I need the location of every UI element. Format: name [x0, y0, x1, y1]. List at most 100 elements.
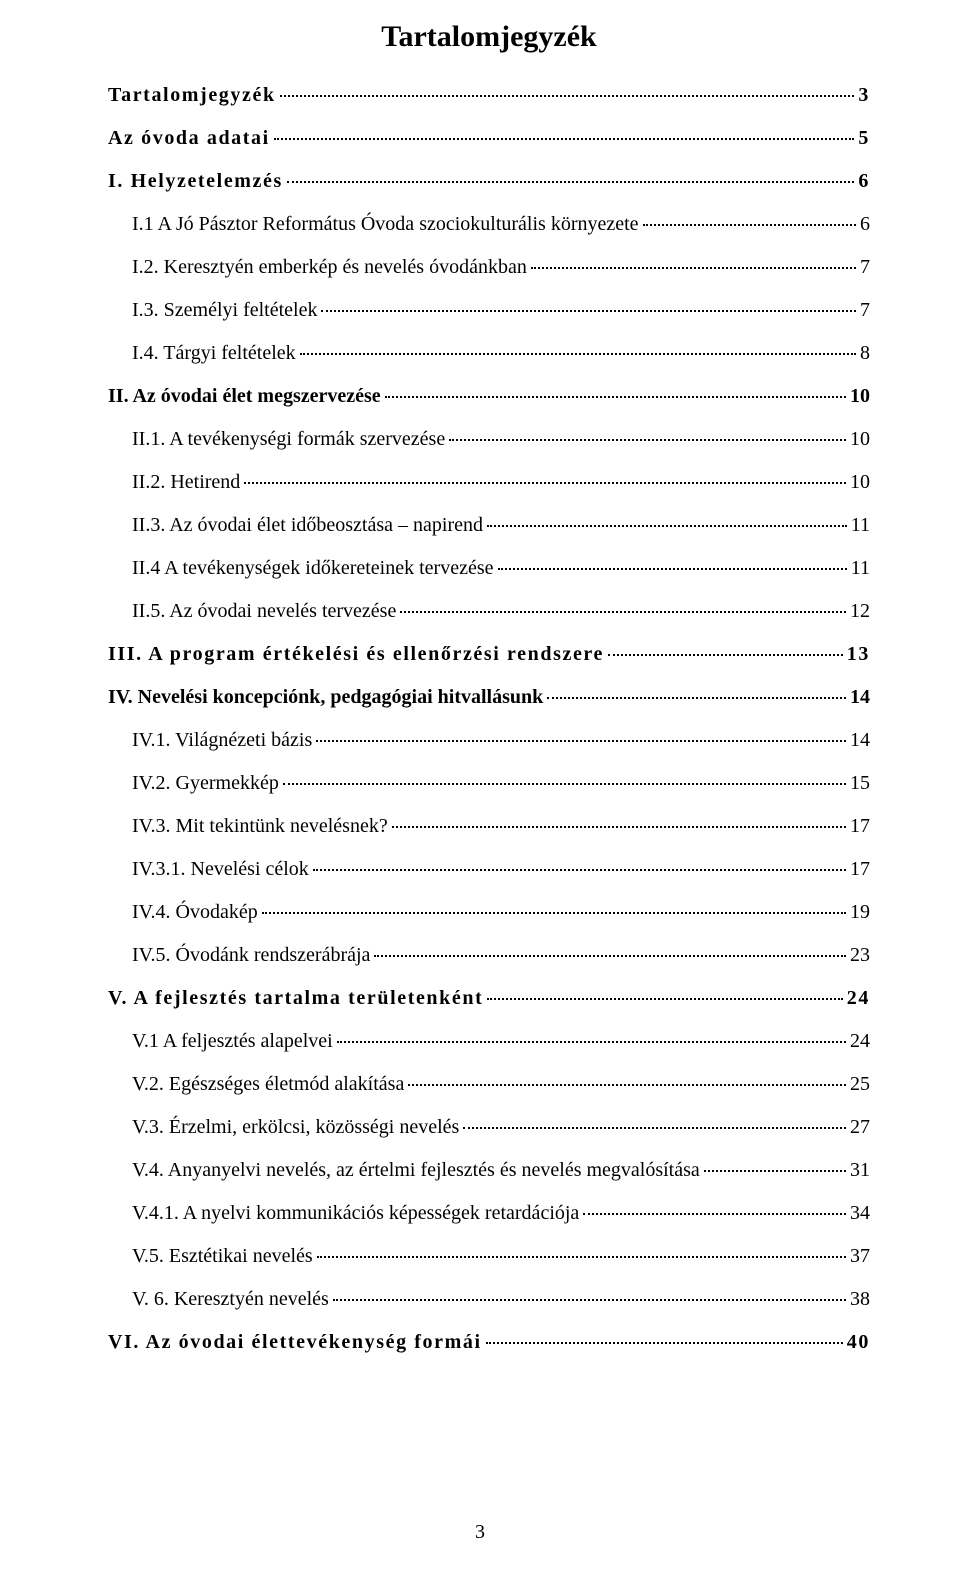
- toc-leader-dots: [400, 611, 846, 613]
- toc-entry: I.2. Keresztyén emberkép és nevelés óvod…: [108, 254, 870, 281]
- toc-entry-label: IV.3.1. Nevelési célok: [132, 856, 309, 883]
- toc-entry-page: 10: [850, 469, 870, 496]
- toc-entry-label: II.3. Az óvodai élet időbeosztása – napi…: [132, 512, 483, 539]
- toc-entry-page: 8: [860, 340, 870, 367]
- toc-leader-dots: [449, 439, 846, 441]
- toc-entry-label: Az óvoda adatai: [108, 125, 270, 152]
- toc-leader-dots: [244, 482, 846, 484]
- toc-entry: IV.3. Mit tekintünk nevelésnek? 17: [108, 813, 870, 840]
- toc-leader-dots: [408, 1084, 846, 1086]
- toc-entry: V. 6. Keresztyén nevelés 38: [108, 1286, 870, 1313]
- toc-entry: I.3. Személyi feltételek 7: [108, 297, 870, 324]
- toc-entry: V.1 A feljesztés alapelvei24: [108, 1028, 870, 1055]
- toc-leader-dots: [583, 1213, 846, 1215]
- toc-entry: IV.1. Világnézeti bázis 14: [108, 727, 870, 754]
- toc-entry-page: 40: [847, 1329, 870, 1356]
- toc-leader-dots: [547, 697, 846, 699]
- toc-entry-page: 14: [850, 684, 870, 711]
- toc-leader-dots: [262, 912, 846, 914]
- toc-leader-dots: [486, 1342, 843, 1344]
- toc-entry: VI. Az óvodai élettevékenység formái 40: [108, 1329, 870, 1356]
- toc-entry-label: Tartalomjegyzék: [108, 82, 276, 109]
- toc-entry-label: I.4. Tárgyi feltételek: [132, 340, 296, 367]
- toc-entry-label: III. A program értékelési és ellenőrzési…: [108, 641, 604, 668]
- toc-leader-dots: [704, 1170, 846, 1172]
- toc-leader-dots: [531, 267, 856, 269]
- toc-leader-dots: [283, 783, 846, 785]
- toc-entry-label: IV.1. Világnézeti bázis: [132, 727, 312, 754]
- toc-entry-label: IV.5. Óvodánk rendszerábrája: [132, 942, 370, 969]
- page-number: 3: [0, 1521, 960, 1544]
- toc-entry: V.4.1. A nyelvi kommunikációs képességek…: [108, 1200, 870, 1227]
- toc-leader-dots: [463, 1127, 846, 1129]
- toc-leader-dots: [274, 138, 855, 140]
- toc-entry-page: 34: [850, 1200, 870, 1227]
- toc-entry: IV.5. Óvodánk rendszerábrája 23: [108, 942, 870, 969]
- toc-leader-dots: [317, 1256, 846, 1258]
- toc-entry-page: 37: [850, 1243, 870, 1270]
- toc-leader-dots: [385, 396, 846, 398]
- toc-entry-page: 17: [850, 856, 870, 883]
- toc-leader-dots: [280, 95, 855, 97]
- toc-entry: Tartalomjegyzék 3: [108, 82, 870, 109]
- toc-leader-dots: [321, 310, 856, 312]
- toc-entry-page: 15: [850, 770, 870, 797]
- toc-entry-page: 7: [860, 254, 870, 281]
- toc-entry-page: 11: [851, 555, 870, 582]
- toc-entry-label: IV.4. Óvodakép: [132, 899, 258, 926]
- toc-entry-page: 19: [850, 899, 870, 926]
- toc-entry-page: 5: [858, 125, 870, 152]
- toc-entry-page: 23: [850, 942, 870, 969]
- toc-entry: II. Az óvodai élet megszervezése10: [108, 383, 870, 410]
- toc-entry-page: 7: [860, 297, 870, 324]
- toc-entry: V.5. Esztétikai nevelés37: [108, 1243, 870, 1270]
- toc-leader-dots: [498, 568, 847, 570]
- toc-entry-label: V.3. Érzelmi, erkölcsi, közösségi nevelé…: [132, 1114, 459, 1141]
- toc-entry: II.3. Az óvodai élet időbeosztása – napi…: [108, 512, 870, 539]
- toc-entry-label: II. Az óvodai élet megszervezése: [108, 383, 381, 410]
- toc-entry-label: II.5. Az óvodai nevelés tervezése: [132, 598, 396, 625]
- toc-leader-dots: [608, 654, 843, 656]
- toc-leader-dots: [333, 1299, 846, 1301]
- toc-entry: I.1 A Jó Pásztor Református Óvoda szocio…: [108, 211, 870, 238]
- toc-entry-page: 38: [850, 1286, 870, 1313]
- toc-entry-page: 6: [860, 211, 870, 238]
- toc-entry-page: 6: [858, 168, 870, 195]
- toc-entry-label: IV.2. Gyermekkép: [132, 770, 279, 797]
- toc-entry-page: 3: [858, 82, 870, 109]
- toc-entry: V.3. Érzelmi, erkölcsi, közösségi nevelé…: [108, 1114, 870, 1141]
- toc-entry: II.1. A tevékenységi formák szervezése10: [108, 426, 870, 453]
- toc-entry-page: 11: [851, 512, 870, 539]
- toc-entry-label: V. 6. Keresztyén nevelés: [132, 1286, 329, 1313]
- toc-entry: IV.4. Óvodakép 19: [108, 899, 870, 926]
- toc-entry-page: 24: [847, 985, 870, 1012]
- table-of-contents: Tartalomjegyzék 3 Az óvoda adatai 5 I. Helyz…: [108, 82, 870, 1356]
- toc-entry-page: 25: [850, 1071, 870, 1098]
- toc-entry: II.5. Az óvodai nevelés tervezése 12: [108, 598, 870, 625]
- toc-leader-dots: [487, 525, 847, 527]
- toc-entry-page: 27: [850, 1114, 870, 1141]
- toc-entry-label: V.4.1. A nyelvi kommunikációs képességek…: [132, 1200, 579, 1227]
- toc-leader-dots: [337, 1041, 846, 1043]
- toc-entry: I. Helyzetelemzés6: [108, 168, 870, 195]
- toc-entry: III. A program értékelési és ellenőrzési…: [108, 641, 870, 668]
- toc-entry: V.2. Egészséges életmód alakítása25: [108, 1071, 870, 1098]
- toc-entry-label: VI. Az óvodai élettevékenység formái: [108, 1329, 482, 1356]
- toc-entry: II.4 A tevékenységek időkereteinek terve…: [108, 555, 870, 582]
- toc-leader-dots: [316, 740, 846, 742]
- toc-entry-page: 17: [850, 813, 870, 840]
- toc-entry: V.4. Anyanyelvi nevelés, az értelmi fejl…: [108, 1157, 870, 1184]
- toc-leader-dots: [287, 181, 854, 183]
- toc-entry-page: 12: [850, 598, 870, 625]
- toc-entry-page: 14: [850, 727, 870, 754]
- toc-entry: IV.2. Gyermekkép 15: [108, 770, 870, 797]
- toc-entry-label: V.1 A feljesztés alapelvei: [132, 1028, 333, 1055]
- toc-entry-label: V.4. Anyanyelvi nevelés, az értelmi fejl…: [132, 1157, 700, 1184]
- toc-entry-label: II.4 A tevékenységek időkereteinek terve…: [132, 555, 494, 582]
- toc-leader-dots: [487, 998, 842, 1000]
- toc-entry-label: IV.3. Mit tekintünk nevelésnek?: [132, 813, 388, 840]
- toc-leader-dots: [313, 869, 846, 871]
- toc-entry-label: I.1 A Jó Pásztor Református Óvoda szocio…: [132, 211, 639, 238]
- toc-entry-label: II.2. Hetirend: [132, 469, 240, 496]
- toc-entry-label: I.3. Személyi feltételek: [132, 297, 317, 324]
